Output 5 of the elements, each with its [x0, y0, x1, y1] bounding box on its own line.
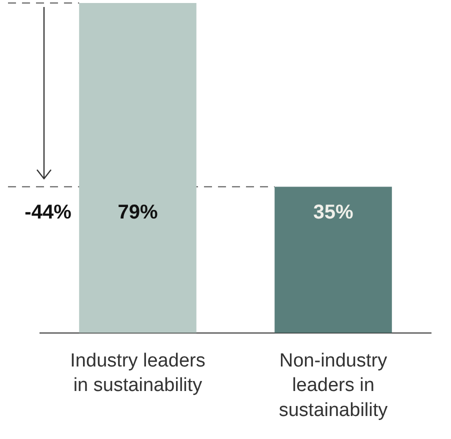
data-label: 35% [313, 201, 354, 224]
x-tick-label: Industry leaders in sustainability [70, 350, 206, 396]
data-label: 79% [118, 201, 158, 224]
annotation: -44% [24, 201, 72, 224]
x-tick-label: Non-industry leaders in sustainability [278, 350, 388, 421]
